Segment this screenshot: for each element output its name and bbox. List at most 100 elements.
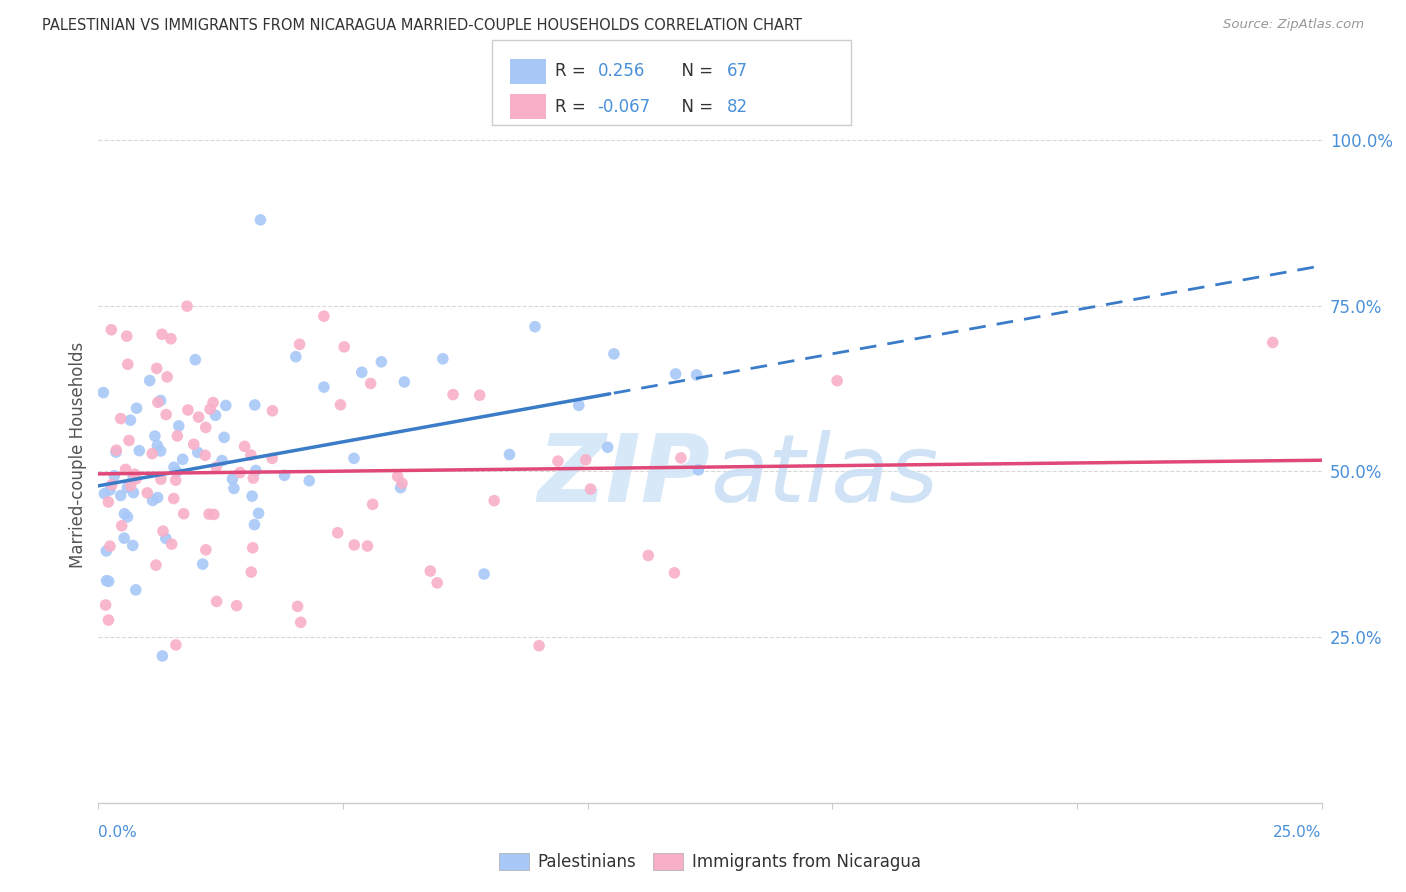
Point	[160, 537, 183, 551]
Point	[198, 507, 221, 521]
Point	[664, 566, 686, 580]
Point	[165, 473, 187, 487]
Point	[221, 472, 243, 486]
Point	[370, 355, 392, 369]
Point	[247, 506, 270, 520]
Point	[150, 327, 173, 342]
Text: R =: R =	[555, 98, 592, 116]
Point	[290, 615, 312, 630]
Point	[441, 387, 464, 401]
Point	[426, 575, 449, 590]
Point	[187, 410, 209, 425]
Point	[547, 454, 569, 468]
Point	[124, 467, 146, 482]
Point	[128, 443, 150, 458]
Point	[91, 385, 114, 400]
Point	[242, 471, 264, 485]
Point	[243, 517, 266, 532]
Point	[146, 439, 169, 453]
Point	[1261, 335, 1284, 350]
Text: 25.0%: 25.0%	[1274, 825, 1322, 840]
Legend: Palestinians, Immigrants from Nicaragua: Palestinians, Immigrants from Nicaragua	[494, 847, 927, 878]
Point	[239, 448, 262, 462]
Point	[245, 464, 267, 478]
Point	[389, 481, 412, 495]
Point	[103, 468, 125, 483]
Point	[136, 486, 159, 500]
Text: 0.0%: 0.0%	[98, 825, 138, 840]
Point	[249, 212, 271, 227]
Point	[387, 469, 409, 483]
Point	[97, 613, 120, 627]
Point	[273, 468, 295, 483]
Point	[360, 376, 382, 391]
Point	[149, 393, 172, 408]
Point	[96, 574, 118, 588]
Point	[110, 411, 132, 425]
Point	[145, 558, 167, 573]
Point	[111, 518, 134, 533]
Point	[118, 434, 141, 448]
Point	[98, 483, 121, 497]
Point	[122, 470, 145, 484]
Point	[212, 430, 235, 444]
Point	[105, 443, 128, 458]
Point	[233, 439, 256, 453]
Point	[312, 309, 335, 323]
Point	[472, 566, 495, 581]
Point	[110, 488, 132, 502]
Point	[117, 509, 139, 524]
Point	[825, 374, 848, 388]
Point	[125, 472, 148, 486]
Point	[287, 599, 309, 614]
Text: atlas: atlas	[710, 430, 938, 521]
Point	[163, 491, 186, 506]
Point	[527, 639, 550, 653]
Point	[117, 357, 139, 371]
Point	[94, 598, 117, 612]
Point	[184, 352, 207, 367]
Point	[152, 524, 174, 538]
Point	[93, 486, 115, 500]
Point	[105, 445, 128, 459]
Text: Source: ZipAtlas.com: Source: ZipAtlas.com	[1223, 18, 1364, 31]
Point	[432, 351, 454, 366]
Point	[343, 451, 366, 466]
Point	[100, 323, 122, 337]
Text: PALESTINIAN VS IMMIGRANTS FROM NICARAGUA MARRIED-COUPLE HOUSEHOLDS CORRELATION C: PALESTINIAN VS IMMIGRANTS FROM NICARAGUA…	[42, 18, 803, 33]
Point	[637, 549, 659, 563]
Text: 67: 67	[727, 62, 748, 80]
Point	[122, 485, 145, 500]
Point	[146, 491, 169, 505]
Point	[326, 525, 349, 540]
Point	[343, 538, 366, 552]
Point	[97, 574, 120, 589]
Text: N =: N =	[671, 98, 718, 116]
Point	[225, 599, 247, 613]
Text: N =: N =	[671, 62, 718, 80]
Point	[312, 380, 335, 394]
Point	[229, 466, 252, 480]
Point	[149, 444, 172, 458]
Point	[204, 409, 226, 423]
Point	[155, 532, 177, 546]
Point	[114, 507, 136, 521]
Point	[391, 476, 413, 491]
Point	[198, 402, 221, 417]
Point	[125, 582, 148, 597]
Point	[215, 399, 238, 413]
Point	[191, 557, 214, 571]
Point	[205, 460, 228, 475]
Point	[361, 497, 384, 511]
Point	[117, 481, 139, 495]
Point	[284, 350, 307, 364]
Point	[329, 398, 352, 412]
Point	[156, 370, 179, 384]
Point	[688, 463, 710, 477]
Point	[163, 460, 186, 475]
Point	[166, 465, 188, 479]
Point	[242, 541, 264, 555]
Point	[165, 638, 187, 652]
Point	[202, 395, 225, 409]
Point	[183, 437, 205, 451]
